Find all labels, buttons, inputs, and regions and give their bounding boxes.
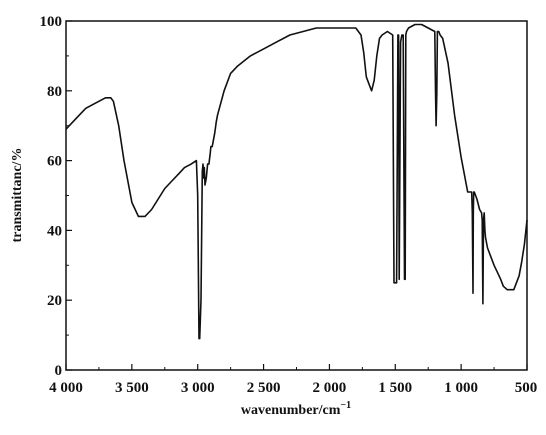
x-axis-label: wavenumber/cm−1	[241, 400, 351, 418]
x-tick-label: 1 500	[378, 380, 412, 396]
x-axis-ticks: 4 000 3 500 3 000 2 500 2 000 1 500 1 000 500	[49, 364, 537, 396]
series-layer	[65, 23, 528, 340]
y-axis-ticks: 0 20 40 60 80 100	[40, 14, 72, 379]
x-tick-label: 3 000	[181, 380, 215, 396]
x-tick-label: 500	[515, 380, 538, 396]
y-tick-label: 40	[47, 223, 62, 239]
x-tick-label: 2 500	[247, 380, 281, 396]
x-tick-label: 1 000	[444, 380, 478, 396]
y-tick-label: 80	[47, 84, 62, 100]
y-axis-label: transmittanc/%	[10, 148, 25, 243]
x-tick-label: 2 000	[313, 380, 347, 396]
x-tick-label: 4 000	[49, 380, 83, 396]
y-tick-label: 20	[47, 293, 62, 309]
x-tick-label: 3 500	[115, 380, 149, 396]
y-tick-label: 100	[40, 14, 63, 30]
y-tick-label: 60	[47, 154, 62, 170]
y-tick-label: 0	[55, 363, 63, 379]
spectrum-line	[65, 23, 528, 340]
plot-frame	[65, 20, 528, 371]
